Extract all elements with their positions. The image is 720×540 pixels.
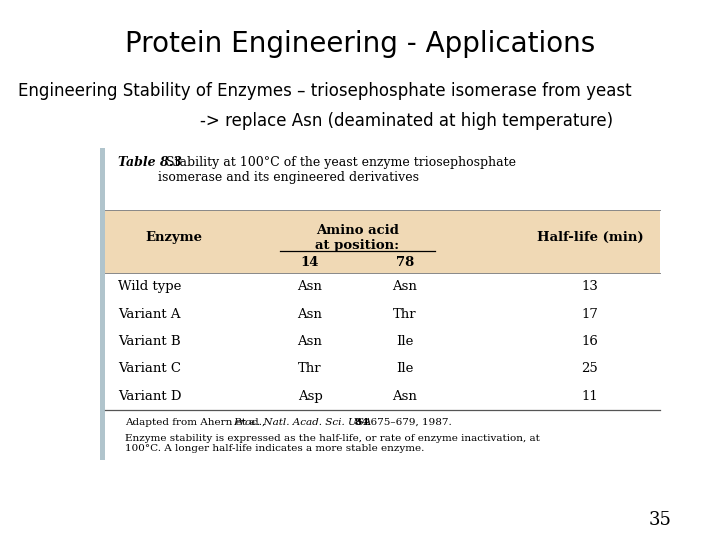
Text: Asn: Asn <box>297 280 323 293</box>
Text: Asp: Asp <box>297 390 323 403</box>
Text: Engineering Stability of Enzymes – triosephosphate isomerase from yeast: Engineering Stability of Enzymes – trios… <box>18 82 631 100</box>
Text: Enzyme: Enzyme <box>145 231 202 244</box>
Text: Adapted from Ahern et al.,: Adapted from Ahern et al., <box>125 418 269 427</box>
Text: 25: 25 <box>582 362 598 375</box>
Text: Enzyme stability is expressed as the half-life, or rate of enzyme inactivation, : Enzyme stability is expressed as the hal… <box>125 434 540 454</box>
Text: Half-life (min): Half-life (min) <box>536 231 643 244</box>
Text: Protein Engineering - Applications: Protein Engineering - Applications <box>125 30 595 58</box>
Text: 84: 84 <box>351 418 369 427</box>
Text: Table 8.3: Table 8.3 <box>118 156 182 169</box>
Text: 14: 14 <box>301 256 319 269</box>
Text: Ile: Ile <box>396 362 414 375</box>
Text: 78: 78 <box>396 256 414 269</box>
Bar <box>100 148 105 460</box>
Text: Variant A: Variant A <box>118 308 181 321</box>
Text: 35: 35 <box>649 511 672 529</box>
Text: Asn: Asn <box>297 308 323 321</box>
Text: Thr: Thr <box>393 308 417 321</box>
Text: Variant D: Variant D <box>118 390 181 403</box>
Text: Proc. Natl. Acad. Sci. USA: Proc. Natl. Acad. Sci. USA <box>233 418 372 427</box>
Text: 13: 13 <box>582 280 598 293</box>
Text: Stability at 100°C of the yeast enzyme triosephosphate
isomerase and its enginee: Stability at 100°C of the yeast enzyme t… <box>158 156 516 184</box>
Text: Amino acid
at position:: Amino acid at position: <box>315 224 400 252</box>
Text: 11: 11 <box>582 390 598 403</box>
Text: Variant C: Variant C <box>118 362 181 375</box>
Bar <box>105 210 660 273</box>
Text: 16: 16 <box>582 335 598 348</box>
Text: Ile: Ile <box>396 335 414 348</box>
Text: Asn: Asn <box>392 280 418 293</box>
Text: Wild type: Wild type <box>118 280 181 293</box>
Text: Asn: Asn <box>392 390 418 403</box>
Text: -> replace Asn (deaminated at high temperature): -> replace Asn (deaminated at high tempe… <box>200 112 613 130</box>
Text: :675–679, 1987.: :675–679, 1987. <box>367 418 451 427</box>
Text: Asn: Asn <box>297 335 323 348</box>
Bar <box>105 148 660 460</box>
Text: Variant B: Variant B <box>118 335 181 348</box>
Text: 17: 17 <box>582 308 598 321</box>
Text: Thr: Thr <box>298 362 322 375</box>
